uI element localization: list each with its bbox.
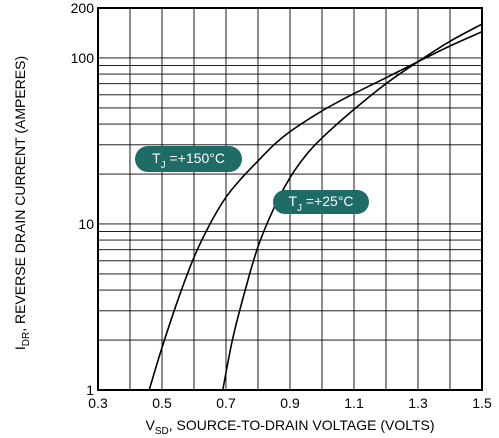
x-tick-label: 1.5 bbox=[472, 395, 492, 411]
y-tick-label: 100 bbox=[71, 50, 95, 66]
y-tick-label: 10 bbox=[78, 216, 94, 232]
y-tick-label: 200 bbox=[71, 0, 95, 16]
y-axis-label-sub: DR bbox=[21, 332, 32, 346]
label-tj-25c: TJ =+25°C bbox=[273, 190, 369, 214]
plot-frame bbox=[97, 7, 483, 391]
label-tj-150c-text: TJ =+150°C bbox=[152, 150, 225, 171]
y-axis-label: IDR, REVERSE DRAIN CURRENT (AMPERES) bbox=[12, 56, 32, 350]
x-tick-label: 1.1 bbox=[344, 395, 364, 411]
x-axis-label-sub: SD bbox=[155, 426, 169, 437]
label-tj-25c-text: TJ =+25°C bbox=[288, 193, 353, 214]
curve-labels: TJ =+150°C TJ =+25°C bbox=[135, 146, 369, 214]
x-axis-label: VSD, SOURCE-TO-DRAIN VOLTAGE (VOLTS) bbox=[145, 417, 434, 437]
label-tj-25c-badge bbox=[273, 190, 369, 214]
curve-tj-25c bbox=[222, 23, 483, 391]
y-tick-label: 1 bbox=[86, 382, 94, 398]
x-tick-label: 0.7 bbox=[216, 395, 236, 411]
y-axis-label-rest: , REVERSE DRAIN CURRENT (AMPERES) bbox=[12, 56, 28, 332]
x-tick-label: 0.5 bbox=[152, 395, 172, 411]
curves bbox=[148, 23, 483, 391]
curve-tj-150c bbox=[148, 30, 483, 391]
y-axis-label-main: I bbox=[12, 346, 28, 350]
x-tick-label: 0.9 bbox=[280, 395, 300, 411]
label-tj-150c-badge bbox=[135, 146, 242, 172]
label-tj-150c: TJ =+150°C bbox=[135, 146, 242, 172]
tick-labels: 0.3 0.5 0.7 0.9 1.1 1.3 1.5 1 10 100 200 bbox=[71, 0, 492, 411]
x-tick-label: 0.3 bbox=[88, 395, 108, 411]
x-tick-label: 1.3 bbox=[408, 395, 428, 411]
x-axis-label-main: V bbox=[145, 417, 155, 433]
x-axis-label-rest: , SOURCE-TO-DRAIN VOLTAGE (VOLTS) bbox=[169, 417, 435, 433]
